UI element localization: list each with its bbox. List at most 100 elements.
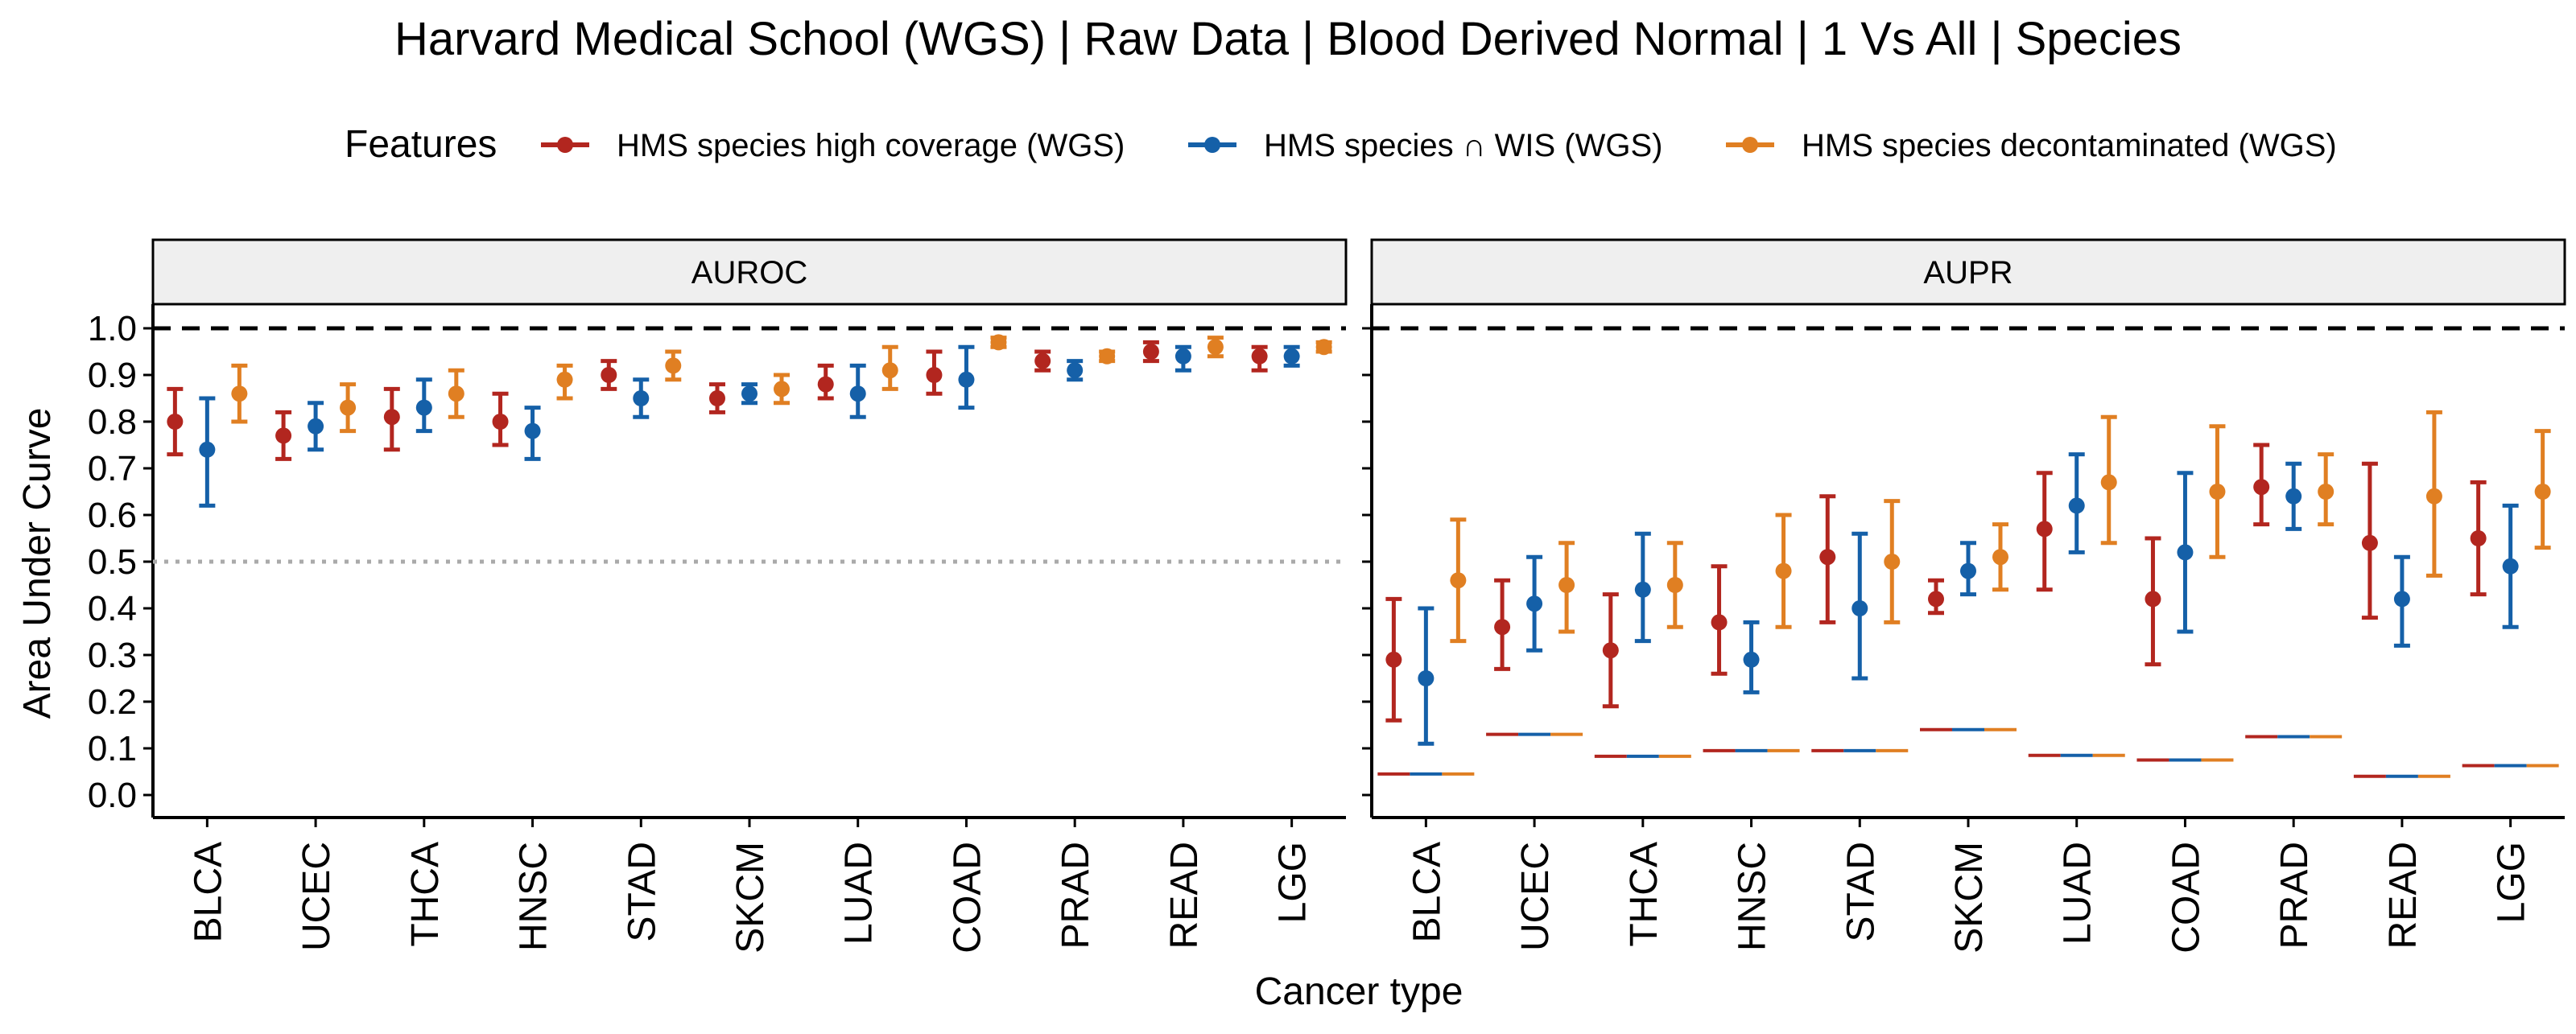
panel-auroc-luad-s1-point [817, 376, 834, 393]
panel-aupr-lgg-s2-point [2502, 558, 2519, 575]
panel-auroc-luad-s3-point [881, 362, 898, 379]
panel-aupr-coad-s2-point [2177, 544, 2194, 561]
legend-title: Features [345, 123, 497, 166]
panel-auroc-prad-s2-point [1067, 362, 1084, 379]
panel-aupr-thca-s1-point [1602, 642, 1619, 659]
legend: Features HMS species high coverage (WGS)… [345, 123, 2337, 166]
legend-2-marker [1204, 137, 1220, 153]
panel-aupr-blca-s1-point [1385, 651, 1402, 668]
y-tick-label: 1.0 [88, 309, 137, 348]
panel-aupr-blca-s3-point [1450, 572, 1467, 589]
panel-auroc-read-s1-point [1142, 344, 1159, 360]
panel-aupr-thca-s2-point [1634, 581, 1651, 598]
panel-aupr-read-s2-point [2393, 591, 2410, 608]
panel-aupr-prad-s2-point [2285, 488, 2302, 505]
panel-aupr-coad-s3-point [2209, 484, 2226, 500]
panel-auroc-strip-label: AUROC [691, 255, 807, 290]
panel-aupr-strip-label: AUPR [1923, 255, 2013, 290]
panel-aupr-luad-s3-point [2100, 474, 2117, 491]
x-tick-label-stad: STAD [621, 842, 663, 941]
panel-auroc: AUROC 0.0 0.1 0.2 0.3 0.4 0.5 0.6 0.7 0.8 0.9 1.0 BL… [88, 238, 1348, 954]
panel-auroc-strip [151, 238, 1348, 306]
panel-auroc-thca-s2-point [415, 399, 432, 416]
panel-auroc-blca-s2-point [199, 441, 216, 458]
panel-aupr-ucec-s1-point [1494, 619, 1511, 636]
x-tick-label-coad: COAD [946, 842, 989, 954]
x-tick-label-skcm: SKCM [729, 842, 772, 954]
panel-auroc-ucec-s1-point [275, 427, 292, 444]
legend-2-label: HMS species ∩ WIS (WGS) [1264, 128, 1662, 163]
panel-aupr-stad-s1-point [1819, 549, 1836, 566]
panel-auroc-luad-s2-point [849, 385, 866, 402]
x-tick-label-read: READ [2382, 842, 2425, 949]
y-axis-title: Area Under Curve [16, 408, 59, 719]
y-tick-label: 0.3 [88, 636, 137, 675]
panel-auroc-hnsc-s1-point [492, 414, 509, 430]
panel-aupr-ucec-s2-point [1526, 595, 1543, 612]
x-tick-label-thca: THCA [404, 842, 447, 947]
panel-auroc-ucec-s2-point [308, 418, 324, 435]
y-tick-label: 0.7 [88, 449, 137, 488]
legend-3-marker [1742, 137, 1758, 153]
panel-aupr-skcm-s3-point [1992, 549, 2008, 566]
x-tick-label-blca: BLCA [187, 842, 229, 942]
panel-aupr-luad-s2-point [2068, 497, 2085, 514]
legend-3-label: HMS species decontaminated (WGS) [1802, 128, 2337, 163]
panel-auroc-thca-s1-point [383, 409, 400, 426]
y-tick-label: 0.0 [88, 776, 137, 815]
panel-aupr-hnsc-s3-point [1775, 562, 1792, 579]
panel-aupr-strip [1370, 238, 2566, 306]
y-tick-label: 0.2 [88, 682, 137, 722]
y-tick-label: 0.6 [88, 496, 137, 535]
x-tick-label-skcm: SKCM [1948, 842, 1991, 954]
x-tick-label-lgg: LGG [1272, 842, 1315, 923]
x-tick-label-luad: LUAD [838, 842, 881, 945]
panel-aupr-skcm-s1-point [1928, 591, 1944, 608]
panel-auroc-lgg-s2-point [1283, 348, 1300, 365]
facet-panels: AUROC 0.0 0.1 0.2 0.3 0.4 0.5 0.6 0.7 0.8 0.9 1.0 BL… [88, 238, 2566, 954]
panel-aupr-read-s1-point [2361, 534, 2378, 551]
x-tick-label-hnsc: HNSC [1732, 842, 1774, 951]
chart-title: Harvard Medical School (WGS) | Raw Data … [394, 13, 2182, 65]
panel-auroc-skcm-s1-point [709, 390, 725, 406]
panel-aupr-lgg-s3-point [2534, 484, 2551, 500]
y-tick-label: 0.4 [88, 589, 137, 628]
x-axis-title: Cancer type [1255, 970, 1463, 1013]
panel-aupr-skcm-s2-point [1960, 562, 1976, 579]
panel-auroc-coad-s3-point [990, 334, 1007, 351]
panel-auroc-coad-s2-point [958, 371, 975, 388]
panel-aupr-blca-s2-point [1418, 670, 1435, 686]
y-tick-label: 0.5 [88, 542, 137, 582]
panel-auroc-blca-s3-point [231, 385, 248, 402]
x-tick-label-stad: STAD [1839, 842, 1882, 941]
panel-aupr-stad-s2-point [1852, 600, 1868, 616]
y-tick-label: 0.1 [88, 729, 137, 768]
panel-auroc-lgg-s1-point [1251, 348, 1268, 365]
x-tick-label-coad: COAD [2165, 842, 2207, 954]
panel-auroc-prad-s3-point [1099, 348, 1116, 365]
panel-aupr-hnsc-s2-point [1743, 651, 1760, 668]
panel-auroc-ucec-s3-point [340, 399, 357, 416]
panel-auroc-read-s3-point [1207, 339, 1224, 356]
panel-aupr-prad-s3-point [2318, 484, 2334, 500]
panel-aupr-thca-s3-point [1666, 577, 1683, 593]
panel-aupr-coad-s1-point [2145, 591, 2161, 608]
panel-aupr-read-s3-point [2425, 488, 2442, 505]
panel-auroc-lgg-s3-point [1315, 339, 1332, 356]
panel-aupr-lgg-s1-point [2470, 530, 2487, 546]
x-tick-label-lgg: LGG [2491, 842, 2533, 923]
panel-aupr-stad-s3-point [1884, 554, 1901, 570]
panel-auroc-skcm-s3-point [774, 381, 790, 398]
x-tick-label-thca: THCA [1623, 842, 1666, 947]
y-tick-label: 0.9 [88, 356, 137, 395]
legend-1-label: HMS species high coverage (WGS) [617, 128, 1125, 163]
x-tick-label-prad: PRAD [2273, 842, 2316, 949]
panel-auroc-stad-s2-point [633, 390, 650, 406]
x-tick-label-hnsc: HNSC [513, 842, 555, 951]
x-tick-label-ucec: UCEC [295, 842, 338, 951]
panel-auroc-thca-s3-point [448, 385, 464, 402]
x-tick-label-ucec: UCEC [1514, 842, 1557, 951]
panel-auroc-stad-s1-point [601, 367, 617, 383]
